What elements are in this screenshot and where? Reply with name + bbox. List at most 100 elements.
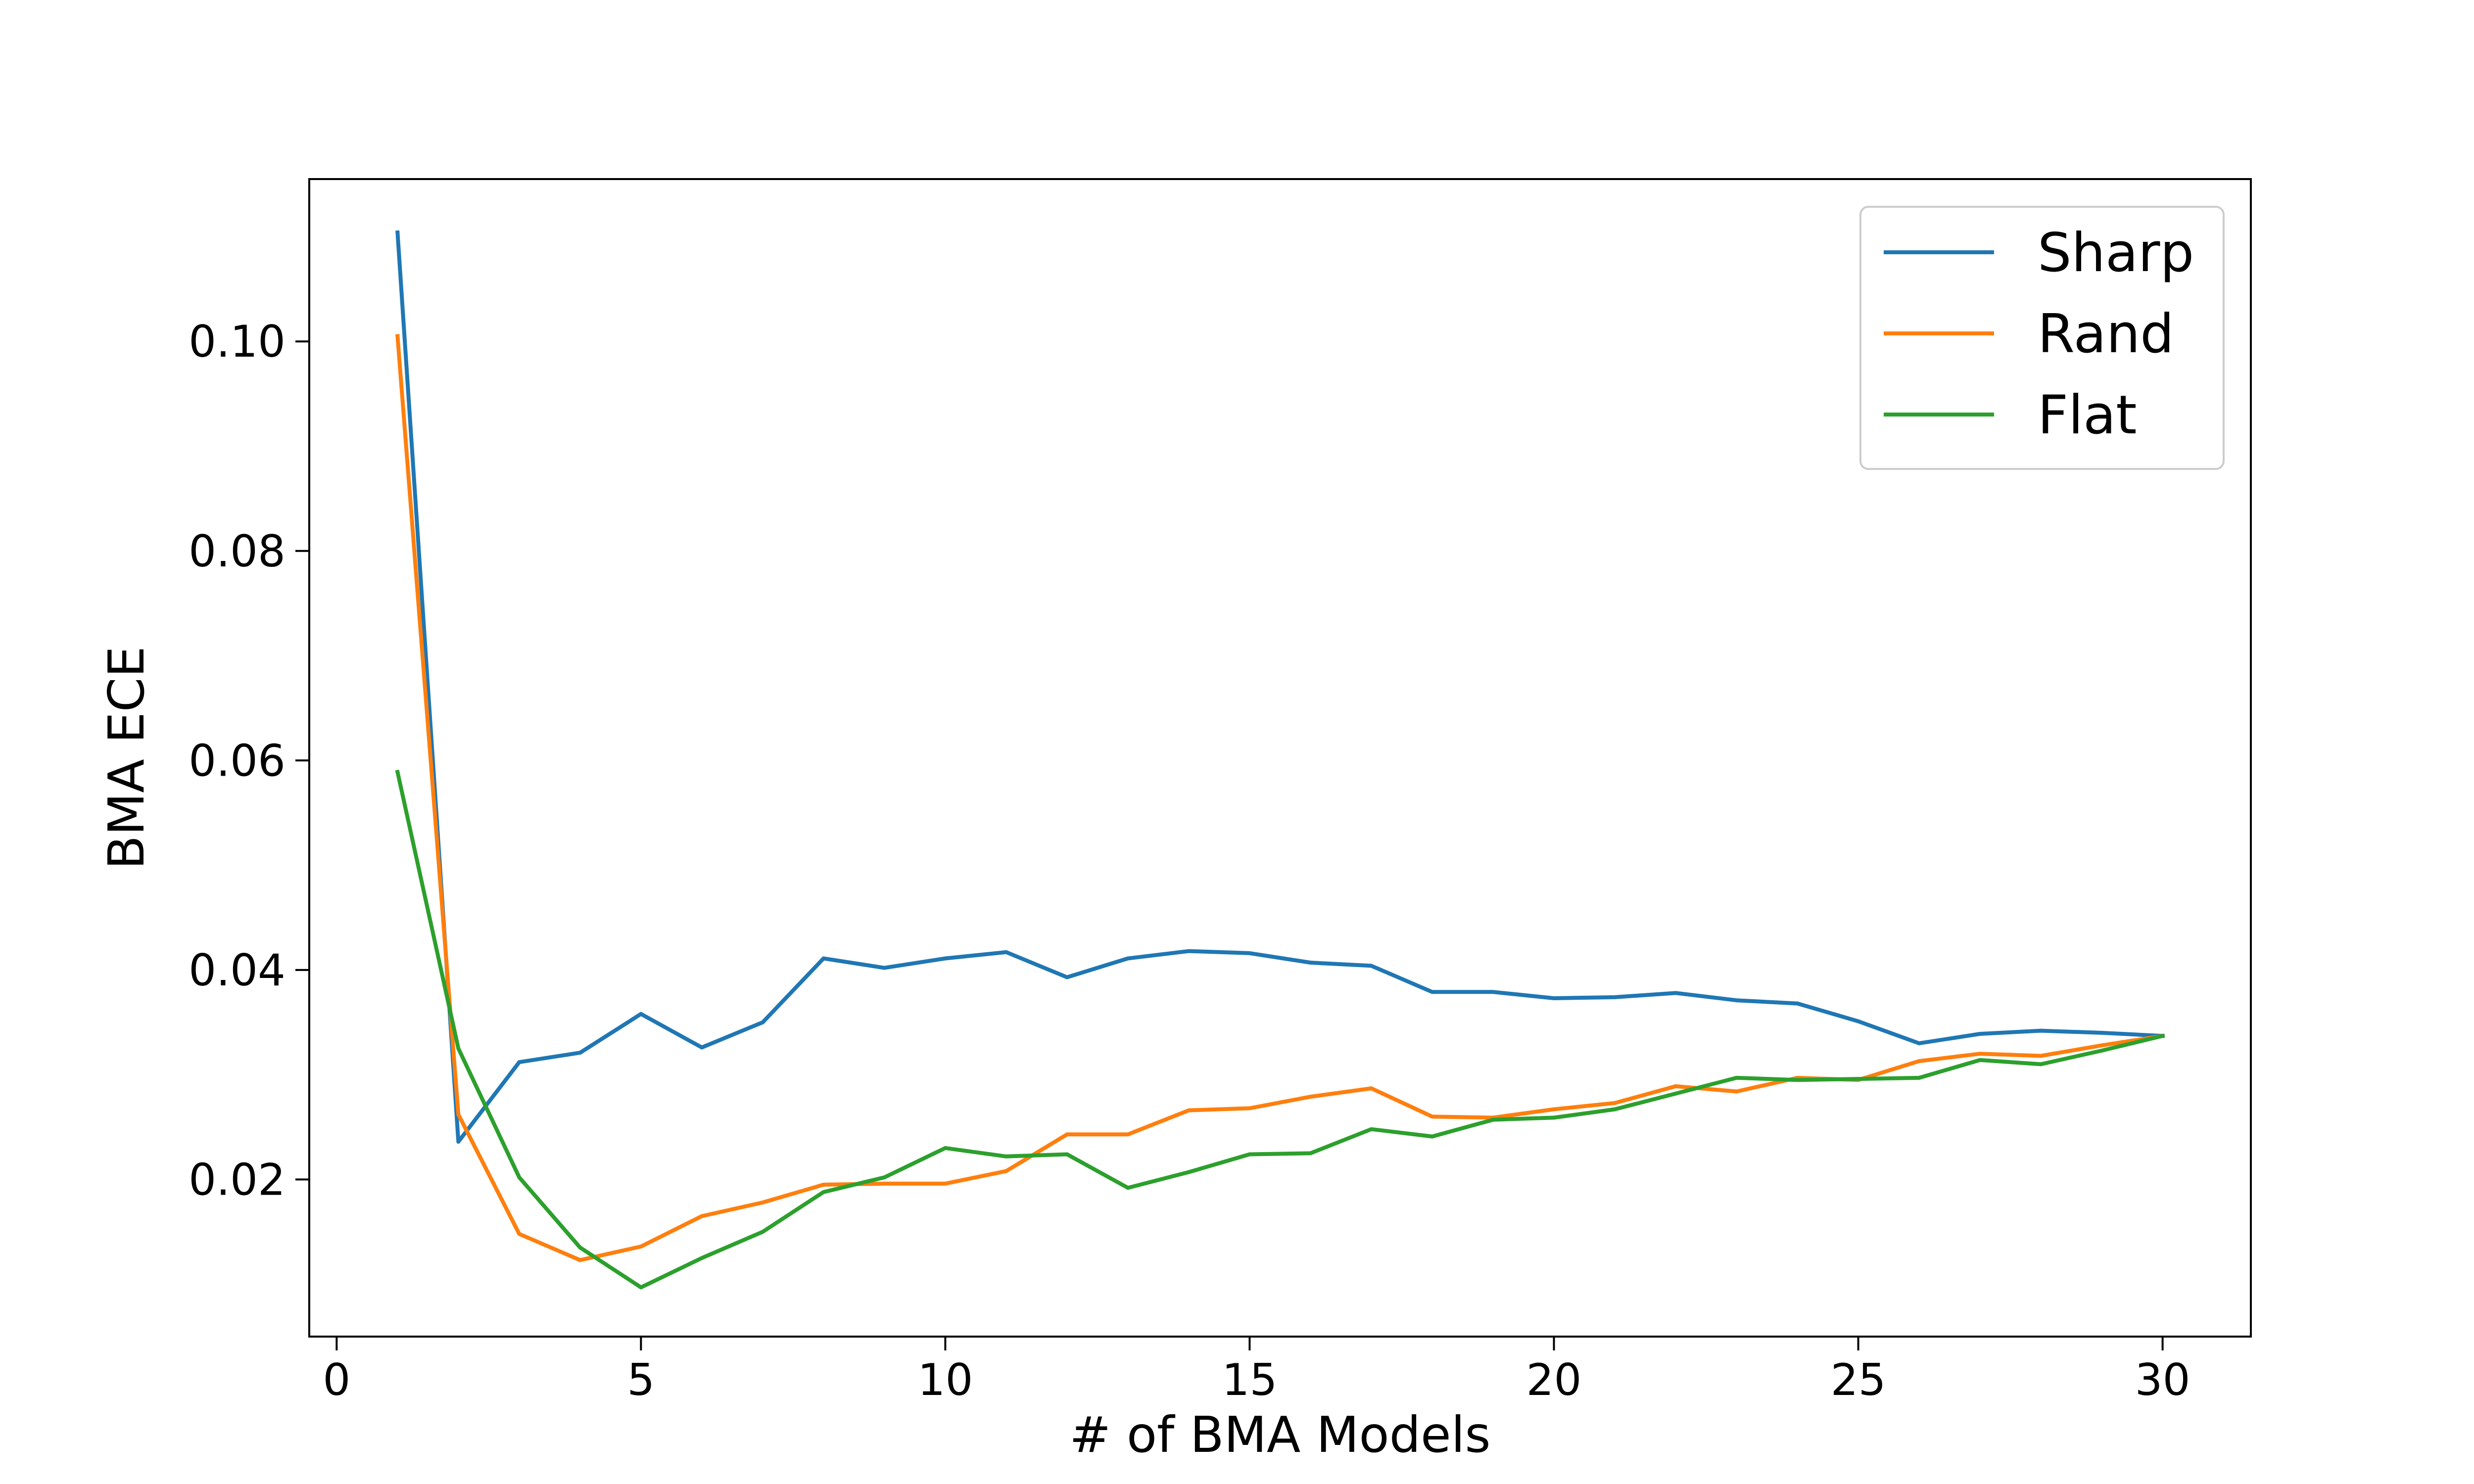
data-point-flat [1369, 1127, 1374, 1131]
data-point-rand [1673, 1084, 1678, 1088]
data-point-rand [943, 1181, 948, 1186]
data-point-flat [1795, 1078, 1800, 1082]
y-tick-label: 0.08 [189, 526, 285, 577]
data-point-rand [821, 1182, 826, 1187]
legend-frame [1859, 206, 2225, 470]
x-tick-label: 20 [1526, 1354, 1582, 1405]
legend-label-flat: Flat [2038, 384, 2137, 446]
data-point-sharp [882, 966, 887, 970]
data-point-sharp [1491, 990, 1495, 994]
data-point-sharp [1004, 950, 1008, 954]
data-point-sharp [2039, 1028, 2043, 1033]
data-point-flat [2160, 1034, 2165, 1038]
data-point-flat [395, 770, 400, 774]
data-point-rand [1369, 1086, 1374, 1091]
y-tick-label: 0.04 [189, 945, 285, 996]
data-point-flat [578, 1246, 582, 1250]
data-point-flat [517, 1175, 522, 1180]
data-point-flat [1978, 1058, 1982, 1062]
y-axis-label: BMA ECE [97, 646, 155, 869]
data-point-rand [517, 1232, 522, 1236]
data-point-sharp [821, 956, 826, 961]
data-point-rand [456, 1113, 461, 1117]
x-tick-label: 10 [917, 1354, 973, 1405]
data-point-sharp [1552, 996, 1556, 1000]
data-point-flat [1065, 1152, 1069, 1157]
y-axis-ticks: 0.02 0.04 0.06 0.08 0.10 [189, 316, 309, 1205]
x-tick-label: 15 [1222, 1354, 1278, 1405]
data-point-rand [882, 1181, 887, 1186]
data-point-rand [578, 1258, 582, 1262]
data-point-rand [395, 334, 400, 338]
data-point-flat [1247, 1152, 1252, 1157]
data-point-rand [1613, 1101, 1617, 1105]
x-axis-label: # of BMA Models [1069, 1406, 1490, 1464]
data-point-flat [1126, 1186, 1130, 1190]
data-point-flat [456, 1046, 461, 1051]
legend: Sharp Rand Flat [1859, 206, 2225, 470]
data-point-rand [1552, 1107, 1556, 1112]
legend-label-sharp: Sharp [2038, 222, 2194, 284]
data-point-rand [1430, 1114, 1434, 1119]
data-point-sharp [1247, 951, 1252, 955]
data-point-sharp [2099, 1030, 2104, 1035]
data-point-sharp [1065, 975, 1069, 979]
data-point-sharp [1430, 990, 1434, 994]
data-point-flat [1004, 1154, 1008, 1159]
data-point-sharp [1978, 1032, 1982, 1036]
data-point-rand [1247, 1106, 1252, 1111]
data-point-sharp [1126, 956, 1130, 961]
data-point-sharp [517, 1060, 522, 1065]
data-point-flat [1613, 1107, 1617, 1112]
data-point-rand [1734, 1089, 1739, 1094]
x-tick-label: 25 [1831, 1354, 1886, 1405]
data-point-rand [2099, 1043, 2104, 1048]
data-point-rand [761, 1200, 765, 1205]
data-point-rand [1308, 1095, 1313, 1099]
data-point-flat [1552, 1115, 1556, 1120]
data-point-sharp [1856, 1019, 1860, 1023]
data-point-flat [1308, 1151, 1313, 1156]
data-point-flat [1917, 1075, 1921, 1080]
y-tick-label: 0.06 [189, 735, 285, 786]
data-point-flat [1856, 1077, 1860, 1081]
series-layer [395, 230, 2165, 1290]
data-point-sharp [943, 956, 948, 961]
data-point-sharp [1369, 964, 1374, 968]
y-tick-label: 0.02 [189, 1154, 285, 1205]
data-point-flat [1673, 1091, 1678, 1096]
x-axis-ticks: 0 5 10 15 20 25 30 [323, 1337, 2190, 1405]
data-point-flat [761, 1230, 765, 1234]
data-point-sharp [761, 1020, 765, 1024]
data-point-sharp [1795, 1001, 1800, 1006]
data-point-sharp [700, 1045, 704, 1050]
x-tick-label: 5 [627, 1354, 655, 1405]
data-point-rand [2039, 1054, 2043, 1058]
data-point-flat [882, 1175, 887, 1180]
data-point-sharp [1308, 961, 1313, 965]
series-line-sharp [395, 230, 2165, 1144]
data-point-sharp [639, 1012, 643, 1016]
data-point-sharp [578, 1051, 582, 1055]
data-point-flat [1430, 1134, 1434, 1139]
legend-label-rand: Rand [2038, 303, 2174, 365]
y-tick-label: 0.10 [189, 316, 285, 367]
data-point-flat [1734, 1075, 1739, 1080]
data-point-sharp [1917, 1041, 1921, 1046]
data-point-rand [1978, 1052, 1982, 1056]
data-point-sharp [456, 1140, 461, 1144]
data-point-flat [1187, 1170, 1191, 1174]
data-point-sharp [1613, 995, 1617, 999]
data-point-flat [1491, 1117, 1495, 1122]
data-point-rand [1065, 1132, 1069, 1137]
data-point-sharp [1734, 998, 1739, 1003]
data-point-flat [2099, 1048, 2104, 1053]
data-point-rand [1004, 1169, 1008, 1173]
data-point-flat [700, 1256, 704, 1260]
data-point-rand [1187, 1108, 1191, 1113]
data-point-rand [1126, 1132, 1130, 1137]
data-point-sharp [395, 231, 400, 234]
data-point-sharp [1187, 949, 1191, 953]
data-point-flat [2039, 1062, 2043, 1067]
data-point-rand [639, 1244, 643, 1249]
